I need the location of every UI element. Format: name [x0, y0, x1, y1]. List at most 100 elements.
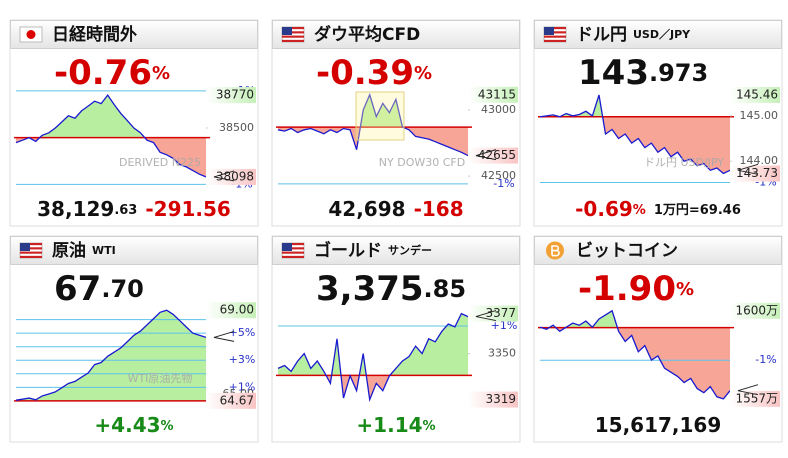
tag-label: 3377	[485, 306, 516, 320]
footer: -0.69% 1万円=69.46	[575, 197, 741, 221]
flag-stripe	[20, 255, 42, 258]
flag-stripe	[544, 35, 566, 38]
flag-stripe	[282, 35, 304, 38]
headline-minor: .70	[101, 275, 144, 303]
tag-label: 43115	[478, 87, 516, 101]
headline: -1.90%	[578, 269, 694, 309]
headline: 67.70	[54, 269, 144, 309]
flag-stripe	[282, 31, 304, 34]
footer-main: -0.69	[575, 197, 633, 221]
panel: ビットコイン -1.90% -1% 1600万 1557万 15,617,169	[533, 235, 783, 443]
headline-minor: .85	[424, 275, 467, 303]
title-text: ゴールド	[314, 240, 382, 261]
panel-title: ダウ平均CFD	[314, 24, 420, 45]
footer-main: +1.14	[356, 413, 422, 437]
panel: 原油WTI67.70+1%+3%+5%WTI原油先物69.0065.0064.6…	[9, 235, 259, 443]
title-sub: USD／JPY	[633, 28, 691, 41]
flag-canton	[282, 243, 292, 251]
tag-label: 64.67	[220, 393, 254, 407]
tick-label: 43000	[481, 103, 516, 116]
price-line	[277, 92, 469, 157]
price-line	[15, 93, 207, 178]
flag-stripe	[544, 27, 566, 30]
tag-box	[206, 302, 256, 319]
tick-label: 38500	[219, 121, 254, 134]
tick-label: 144.00	[740, 154, 779, 167]
footer: 15,617,169	[595, 413, 722, 437]
pct-label: +5%	[229, 326, 256, 339]
watermark: ドル円 USD/JPY	[644, 156, 724, 169]
tag-label: 69.00	[220, 303, 254, 317]
highlight-box	[355, 91, 405, 141]
panel-frame	[271, 235, 521, 443]
tag-box	[206, 87, 256, 104]
panel-title: 原油 WTI	[52, 240, 116, 261]
tick-label: 145.00	[740, 109, 779, 122]
flag-stripe	[282, 255, 304, 258]
headline-minor: %	[414, 63, 432, 84]
tag-label: 3319	[485, 392, 516, 406]
flag-stripe	[282, 247, 304, 250]
flag-stripe	[544, 31, 566, 34]
area-down	[540, 116, 730, 174]
footer: +4.43%	[94, 413, 173, 437]
flag-canton	[20, 243, 30, 251]
headline-minor: .973	[649, 59, 708, 87]
footer-main: -291.56	[145, 197, 230, 221]
flag-stripe	[20, 243, 42, 246]
footer: 38,129.63 -291.56	[37, 197, 231, 221]
panel: ダウ平均CFD -0.39% -1% NY DOW30 CFD 43115 43000 42…	[271, 19, 521, 227]
footer-minor: %	[161, 419, 174, 434]
title-sub: サンデー	[388, 243, 432, 257]
headline: -0.39%	[316, 53, 432, 93]
headline: 3,375.85	[316, 269, 466, 309]
tag-box	[468, 86, 518, 103]
title-text: 日経時間外	[52, 24, 137, 45]
headline-minor: %	[676, 279, 694, 300]
tag-label: 1600万	[735, 303, 778, 317]
tag-label: 38770	[216, 88, 254, 102]
price-line	[277, 312, 469, 403]
footer-minor: %	[423, 419, 436, 434]
headline-main: -0.39	[316, 53, 414, 93]
title-text: 原油	[52, 240, 86, 261]
footer: 42,698 -168	[328, 197, 463, 221]
pct-label: +1%	[491, 319, 518, 332]
headline: 143.973	[578, 53, 708, 93]
area-down	[278, 127, 468, 156]
headline-main: 3,375	[316, 269, 424, 309]
footer-main: 38,129	[37, 197, 114, 221]
last-marker	[737, 384, 759, 396]
pct-label: -1%	[755, 353, 776, 366]
area-up	[16, 95, 206, 138]
flag-stripe	[20, 251, 42, 254]
panel-header	[272, 236, 520, 265]
footer-minor: .63	[114, 203, 137, 218]
panel-title: ゴールド サンデー	[314, 240, 432, 261]
price-line	[539, 309, 731, 400]
headline: -0.76%	[54, 53, 170, 93]
watermark: DERIVED N225	[119, 156, 201, 169]
tag-label: 1557万	[735, 391, 778, 405]
flag-stripe	[282, 27, 304, 30]
last-marker	[213, 170, 235, 182]
area-down	[278, 375, 468, 400]
tick-label: 42500	[481, 169, 516, 182]
flag-sun	[26, 30, 36, 39]
panel-frame	[9, 19, 259, 227]
footer-main: 1万円=69.46	[654, 203, 741, 218]
panel-title: ビットコイン	[576, 241, 678, 261]
panel-title: 日経時間外	[52, 24, 137, 45]
watermark: NY DOW30 CFD	[379, 156, 465, 169]
coin-symbol	[551, 245, 560, 257]
tag-box	[468, 391, 518, 408]
overlay	[355, 91, 405, 141]
tag-label: 42655	[478, 148, 516, 162]
footer-main: +4.43	[94, 413, 160, 437]
title-sub: WTI	[92, 244, 116, 257]
panel-header	[534, 236, 782, 265]
panel-header	[10, 20, 258, 49]
watermark: WTI原油先物	[128, 371, 193, 385]
pct-label: -1%	[493, 177, 514, 190]
